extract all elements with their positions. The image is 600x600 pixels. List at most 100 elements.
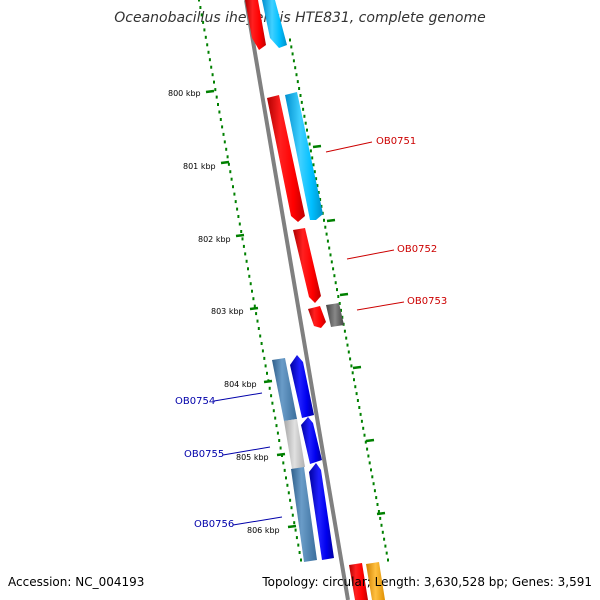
ruler-dot — [317, 191, 320, 194]
ruler-dot — [353, 378, 355, 382]
ruler-dot — [285, 476, 287, 480]
ruler-dot — [233, 192, 236, 196]
ruler-dot — [217, 103, 219, 106]
tick-mark-806 — [287, 524, 297, 529]
ruler-dot — [349, 357, 352, 361]
ruler-dot — [341, 315, 344, 319]
ruler-dot — [278, 439, 281, 442]
outer-tick-mark — [326, 218, 336, 223]
ruler-dot — [206, 43, 209, 47]
ruler-dot — [213, 80, 215, 84]
ruler-dot — [272, 409, 275, 413]
tick-mark-803 — [249, 306, 259, 311]
tick-label-803: 803 kbp — [211, 307, 244, 316]
ruler-dot — [308, 142, 311, 146]
outer-tick-mark — [339, 292, 349, 297]
forward-cds-feature[interactable] — [245, 0, 266, 50]
ruler-dot — [311, 156, 314, 160]
orange-feature[interactable] — [366, 562, 385, 600]
ruler-dot — [366, 447, 369, 451]
ruler-dot — [274, 416, 277, 420]
ruler-dot — [304, 121, 307, 125]
ruler-dot — [266, 371, 268, 375]
ruler-dot — [238, 222, 241, 226]
tick-mark-800 — [205, 89, 215, 94]
gene-label-ob0752[interactable]: OB0752 — [397, 244, 437, 255]
forward-cds-feature[interactable] — [349, 563, 368, 600]
ruler-dot — [320, 204, 323, 208]
ruler-dot — [241, 237, 244, 241]
ruler-dot — [294, 66, 297, 70]
reverse-cds-feature[interactable] — [301, 417, 322, 464]
gene-label-ob0754[interactable]: OB0754 — [175, 396, 215, 407]
light-grey-feature[interactable] — [284, 419, 305, 469]
ruler-dot — [214, 88, 217, 92]
ruler-dot — [323, 218, 325, 222]
ruler-dot — [346, 343, 349, 347]
tick-label-806: 806 kbp — [247, 526, 280, 535]
forward-cds-feature[interactable] — [308, 306, 326, 328]
ruler-dot — [340, 308, 342, 312]
tick-label-802: 802 kbp — [198, 235, 231, 244]
ruler-dot — [229, 170, 232, 174]
reverse-cds-feature[interactable] — [290, 355, 314, 418]
forward-feature[interactable] — [285, 92, 323, 220]
reverse-cds-feature[interactable] — [309, 463, 334, 560]
ruler-dot — [271, 401, 274, 405]
forward-feature[interactable] — [262, 0, 287, 48]
ruler-dot — [383, 537, 386, 541]
gene-label-ob0751[interactable]: OB0751 — [376, 136, 416, 147]
ruler-dot — [283, 468, 286, 472]
ruler-dot — [290, 45, 293, 49]
tick-label-800: 800 kbp — [168, 89, 201, 98]
reverse-feature[interactable] — [272, 358, 297, 421]
outer-tick-mark — [376, 511, 386, 516]
ruler-dot — [291, 513, 294, 517]
ruler-dot — [381, 530, 384, 534]
ruler-dot — [263, 356, 266, 360]
ruler-dot — [219, 118, 222, 121]
reverse-feature[interactable] — [291, 467, 317, 562]
tick-mark-805 — [276, 452, 286, 457]
ruler-dot — [211, 73, 214, 77]
grey-feature[interactable] — [326, 303, 344, 327]
ruler-dot — [302, 107, 305, 111]
ruler-dot — [324, 225, 327, 229]
ruler-dot — [236, 207, 239, 211]
ruler-dot — [373, 489, 376, 493]
label-leader-ob0753 — [356, 301, 405, 311]
forward-cds-feature[interactable] — [293, 228, 321, 303]
ruler-dot — [362, 426, 365, 430]
forward-cds-feature[interactable] — [267, 95, 305, 222]
map-title: Oceanobacillus iheyensis HTE831, complet… — [114, 10, 486, 26]
ruler-dot — [249, 282, 252, 286]
ruler-dot — [336, 288, 338, 292]
ruler-dot — [295, 536, 298, 540]
ruler-dot — [309, 149, 312, 153]
ruler-dot — [293, 521, 296, 525]
ruler-dot — [198, 0, 200, 2]
ruler-dot — [337, 295, 340, 298]
accession-text: Accession: NC_004193 — [8, 575, 145, 589]
label-leader-ob0755 — [222, 446, 271, 456]
ruler-dot — [364, 440, 367, 444]
ruler-dot — [244, 252, 247, 256]
tick-mark-802 — [235, 233, 245, 238]
ruler-dot — [375, 496, 378, 500]
gene-label-ob0756[interactable]: OB0756 — [194, 519, 234, 530]
ruler-dot — [268, 386, 271, 390]
gene-label-ob0753[interactable]: OB0753 — [407, 296, 447, 307]
ruler-dot — [363, 433, 366, 437]
label-leader-ob0754 — [213, 392, 263, 402]
tick-label-804: 804 kbp — [224, 380, 257, 389]
gene-label-ob0755[interactable]: OB0755 — [184, 449, 224, 460]
ruler-dot — [315, 177, 318, 181]
ruler-dot — [222, 132, 225, 136]
ruler-dot — [329, 253, 332, 257]
ruler-dot — [338, 302, 341, 305]
ruler-dot — [210, 65, 213, 69]
ruler-dot — [230, 177, 233, 181]
ruler-dot — [299, 94, 302, 97]
ruler-dot — [282, 461, 285, 465]
